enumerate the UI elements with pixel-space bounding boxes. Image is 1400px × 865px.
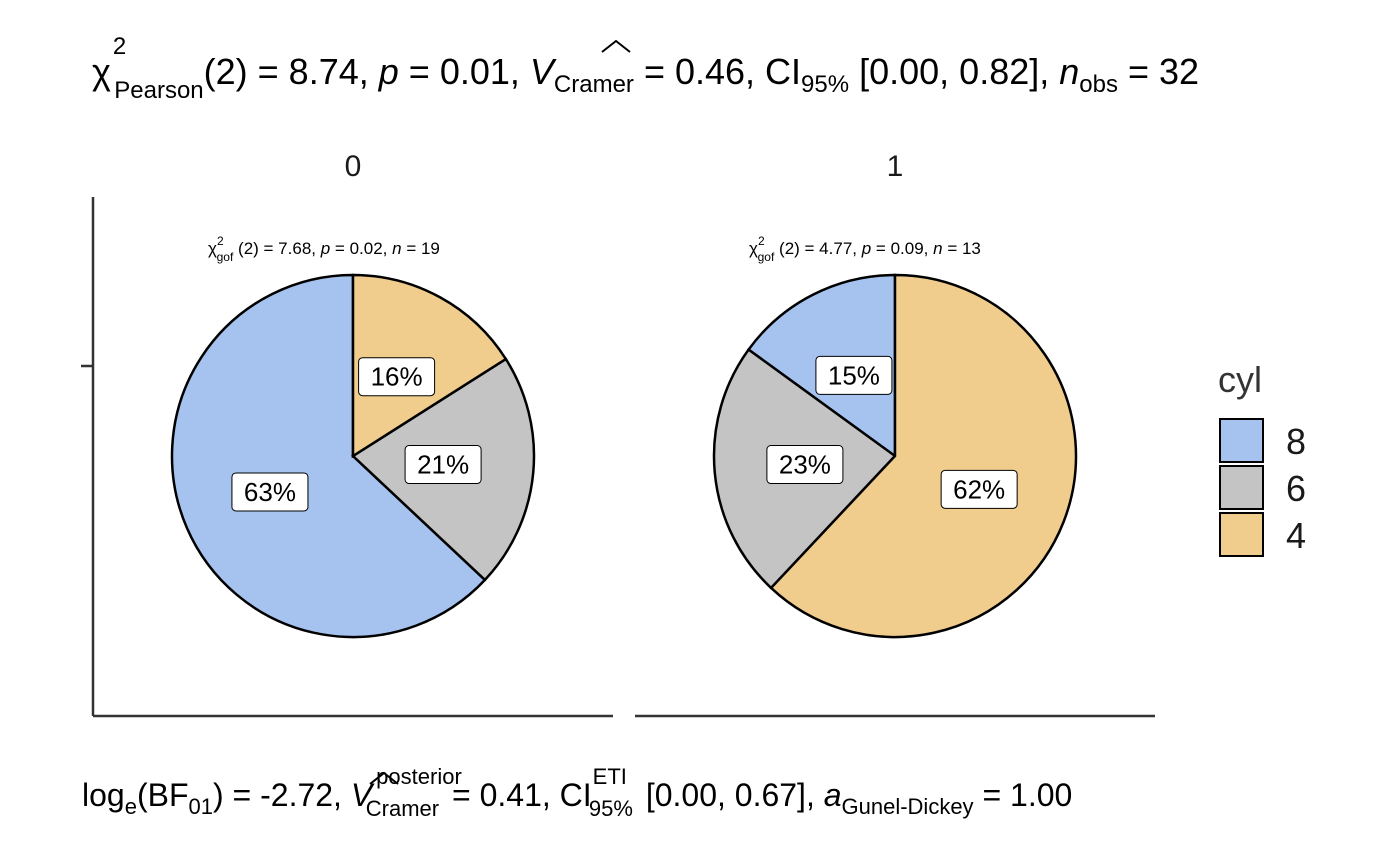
pie-0-label-box-6 [404,445,482,485]
legend-label-6: 6 [1286,468,1306,509]
legend-key-4 [1219,512,1264,557]
pie-0-slice-8 [170,273,487,639]
legend-key-6 [1219,465,1264,510]
pie-facet-1: 15% 23% 62% [712,273,1078,639]
facet-strip-1: 1 [887,150,904,183]
pie-0-label-8: 63% [244,477,296,507]
facet-strip-0: 0 [345,150,362,183]
pie-1-label-box-8 [815,355,893,395]
pie-1-slice-4 [769,273,1078,639]
legend: 8 6 4 [1219,418,1306,557]
legend-title: cyl [1218,359,1262,400]
pie-0-label-4: 16% [371,362,423,392]
chart-subtitle: χ2 Pearson(2) = 8.74, p = 0.01, VCramer =… [92,33,1199,104]
hat-accent-bottom [369,771,399,785]
facet-1-stat: χ2 gof (2) = 4.77, p = 0.09, n = 13 [749,234,981,264]
pie-0-label-6: 21% [417,450,469,480]
legend-label-8: 8 [1286,421,1306,462]
pie-1-label-4: 62% [953,474,1005,504]
legend-label-4: 4 [1286,515,1306,556]
pie-1-label-box-6 [766,445,844,485]
legend-key-8 [1219,418,1264,463]
chart-caption: loge(BF01) = -2.72, Vposterior Cramer = 0… [82,764,1072,821]
pie-facet-0: 63% 21% 16% [170,273,536,639]
pie-1-label-box-4 [940,469,1018,509]
pie-0-label-box-8 [231,472,309,512]
hat-accent-top [601,39,631,53]
pie-0-label-box-4 [358,357,436,397]
pie-1-label-6: 23% [779,450,831,480]
pie-1-label-8: 15% [828,360,880,390]
facet-0-stat: χ2 gof (2) = 7.68, p = 0.02, n = 19 [208,234,440,264]
